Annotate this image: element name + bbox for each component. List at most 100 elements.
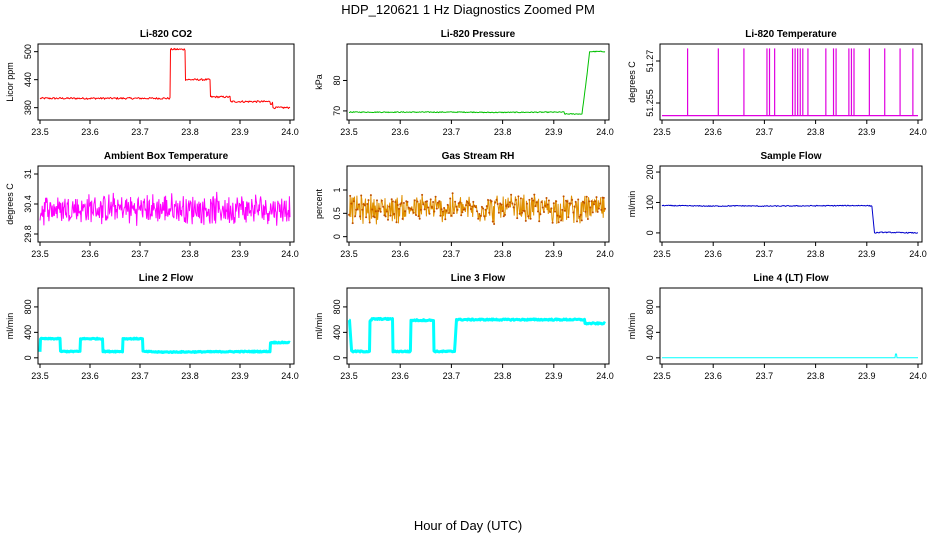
series-point [588,200,591,203]
series-point [350,202,353,205]
y-tick-label: 0 [332,355,342,360]
series-point [556,214,559,217]
series-point [429,198,432,201]
series-point [415,214,417,216]
series-point [552,202,555,205]
series-point [430,206,433,208]
series-point [359,215,361,218]
x-tick-label: 23.5 [653,249,671,259]
series-point [450,214,453,217]
y-axis-label: Licor ppm [5,62,15,102]
series-point [497,211,500,214]
x-tick-label: 23.9 [231,249,249,259]
series-point [419,208,422,211]
panel-3: Li-820 Temperature 23.5 23.6 23.7 23.8 23.9 24… [627,29,927,137]
panel-title: Li-820 Temperature [745,29,837,40]
series-point [513,203,516,206]
x-tick-label: 23.5 [31,127,49,137]
x-tick-label: 23.7 [756,371,774,381]
series-point [557,221,560,224]
plot-frame [659,287,923,365]
series-point [585,195,588,198]
panel-title: Gas Stream RH [442,151,515,162]
y-tick-label: 70 [332,106,342,116]
series-point [602,196,605,199]
panel-6: Sample Flow 23.5 23.6 23.7 23.8 23.9 24.0 0 100 2… [627,151,927,259]
x-tick-label: 23.6 [391,127,409,137]
series-point [374,210,377,213]
x-tick-label: 23.9 [545,249,563,259]
series-point [472,200,475,203]
x-tick-label: 23.7 [443,127,461,137]
series-point [482,207,485,210]
y-tick-label: 0 [23,355,33,360]
x-tick-label: 23.6 [704,127,722,137]
x-tick-label: 23.9 [231,371,249,381]
series-point [394,201,397,203]
x-tick-label: 23.8 [807,371,825,381]
series-point [400,202,403,204]
series-point [361,208,364,211]
series-point [349,194,352,197]
series-point [468,204,471,207]
series-point [494,201,497,204]
series-point [360,194,363,197]
y-tick-label: 29.8 [23,225,33,243]
series-point [422,203,425,206]
series-point [357,203,360,206]
series-point [527,215,530,218]
x-tick-label: 23.5 [340,127,358,137]
series-point [396,204,399,206]
series-point [493,223,496,225]
series-point [479,214,482,217]
series-point [576,220,578,223]
series-point [594,200,597,203]
series-point [544,204,547,207]
panel-8: Line 3 Flow 23.5 23.6 23.7 23.8 23.9 24.0 0 400 8… [314,273,614,381]
y-tick-label: 0 [645,355,655,360]
series-point [491,220,494,223]
panel-title: Line 4 (LT) Flow [753,273,829,284]
x-tick-label: 23.9 [858,371,876,381]
x-tick-label: 23.9 [545,371,563,381]
series-point [516,217,519,220]
series-point [545,197,548,199]
x-tick-label: 23.9 [545,127,563,137]
x-tick-label: 23.5 [31,371,49,381]
series-point [404,210,407,213]
series-point [382,205,385,208]
x-tick-label: 24.0 [596,371,614,381]
series-point [446,203,449,206]
series-point [379,210,382,213]
series-point [561,208,564,211]
y-axis-label: ml/min [627,191,637,218]
series-point [521,211,524,214]
series-point [454,200,457,203]
series-point [591,211,594,214]
x-tick-label: 24.0 [909,127,927,137]
series-point [487,199,489,201]
x-tick-label: 23.6 [391,371,409,381]
series-point [579,213,582,216]
series-point [580,219,583,222]
series-point [589,206,592,209]
x-tick-label: 23.8 [494,371,512,381]
series-point [524,219,527,222]
series-point [562,195,565,198]
series-point [377,210,380,212]
x-tick-label: 23.8 [494,249,512,259]
y-tick-label: 800 [23,299,33,314]
series-point [416,200,419,203]
series-point [488,211,491,214]
series-point [550,207,553,210]
x-tick-label: 24.0 [596,127,614,137]
series-point [437,201,439,204]
series-point [543,211,545,213]
series-point [471,205,474,208]
series-point [547,199,550,202]
series-point [584,210,587,213]
series-point [378,207,381,210]
y-tick-label: 400 [332,325,342,340]
series-point [438,200,441,203]
